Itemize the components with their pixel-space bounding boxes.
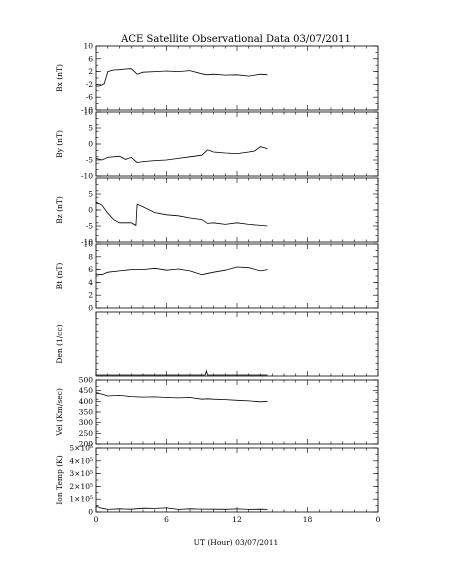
y-tick-label: 8 <box>88 252 93 261</box>
y-axis-label: Bz (nT) <box>55 196 64 224</box>
x-tick-label: 6 <box>164 515 169 524</box>
y-axis-label: Bt (nT) <box>55 263 64 290</box>
y-tick-label: -10 <box>81 172 93 181</box>
panels: 10 6 2 -2 -6 -10 Bx (nT) 10 5 0 -5 -10 By (nT) 5 0 -5 -1… <box>55 42 381 525</box>
y-tick-label: 6 <box>88 54 93 63</box>
series-line <box>95 201 268 227</box>
y-axis-label: Bx (nT) <box>55 64 64 92</box>
y-tick-label: 5 <box>88 124 93 133</box>
y-tick-label: -6 <box>86 93 94 102</box>
y-tick-label: 10 <box>83 42 93 51</box>
x-tick-label: 18 <box>303 515 313 524</box>
x-tick-label: 12 <box>232 515 242 524</box>
series-line <box>96 369 268 376</box>
y-tick-label: -5 <box>86 222 94 231</box>
y-tick-label: 3×10⁵ <box>69 469 93 478</box>
y-tick-label: 0 <box>88 140 93 149</box>
y-tick-label: 450 <box>79 386 94 395</box>
y-axis-label: By (nT) <box>55 130 64 158</box>
panel-frame <box>95 311 379 377</box>
panel-4: 10 8 6 4 2 0 Bt (nT) <box>55 240 379 313</box>
y-tick-label: 2 <box>88 291 93 300</box>
y-tick-label: 4×10⁵ <box>69 456 93 465</box>
y-axis-label: Den (1/cc) <box>55 324 64 363</box>
y-axis-label: Vel (Km/sec) <box>55 388 64 437</box>
series-line <box>95 505 268 510</box>
y-tick-label: 200 <box>79 440 94 449</box>
y-tick-label: 5 <box>88 190 93 199</box>
x-axis-label: UT (Hour) 03/07/2011 <box>194 538 279 547</box>
y-tick-label: 400 <box>79 397 94 406</box>
series-line <box>96 68 268 87</box>
panel-2: 10 5 0 -5 -10 By (nT) <box>55 108 379 181</box>
y-tick-label: 10 <box>83 108 93 117</box>
y-tick-label: 500 <box>79 376 94 385</box>
series-line <box>95 392 268 403</box>
series-line <box>95 146 268 164</box>
y-tick-label: -10 <box>81 238 93 247</box>
panel-3: 5 0 -5 -10 Bz (nT) <box>55 177 379 247</box>
x-tick-label: 0 <box>376 515 381 524</box>
y-tick-label: 5×10⁵ <box>69 444 93 453</box>
y-tick-label: 0 <box>88 304 93 313</box>
y-tick-label: -2 <box>86 80 94 89</box>
panel-1: 10 6 2 -2 -6 -10 Bx (nT) <box>55 42 379 115</box>
y-tick-label: 1×10⁵ <box>69 495 93 504</box>
y-axis-label: Ion Temp (K) <box>55 455 64 504</box>
y-tick-label: 250 <box>79 429 94 438</box>
y-tick-label: 2×10⁵ <box>69 482 93 491</box>
series-line <box>95 266 268 276</box>
panel-5: Den (1/cc) <box>55 311 379 377</box>
y-tick-label: 2 <box>88 67 93 76</box>
y-tick-label: 350 <box>79 408 94 417</box>
chart-title: ACE Satellite Observational Data 03/07/2… <box>120 34 351 45</box>
y-tick-label: -5 <box>86 156 94 165</box>
y-tick-label: 0 <box>88 508 93 517</box>
panel-frame <box>95 45 379 111</box>
y-tick-label: 300 <box>79 418 94 427</box>
y-tick-label: 0 <box>88 206 93 215</box>
panel-frame <box>95 243 379 309</box>
panel-frame <box>95 111 379 177</box>
x-tick-label: 0 <box>94 515 99 524</box>
y-tick-label: 6 <box>88 265 93 274</box>
y-tick-label: 10 <box>83 240 93 249</box>
panel-frame <box>95 379 379 445</box>
y-tick-label: -10 <box>81 106 93 115</box>
y-tick-label: 4 <box>88 278 93 287</box>
panel-frame <box>95 447 379 513</box>
panel-frame <box>95 177 379 243</box>
panel-7: 5×10⁵ 4×10⁵ 3×10⁵ 2×10⁵ 1×10⁵ 0 Ion Temp (K) <box>55 444 379 517</box>
